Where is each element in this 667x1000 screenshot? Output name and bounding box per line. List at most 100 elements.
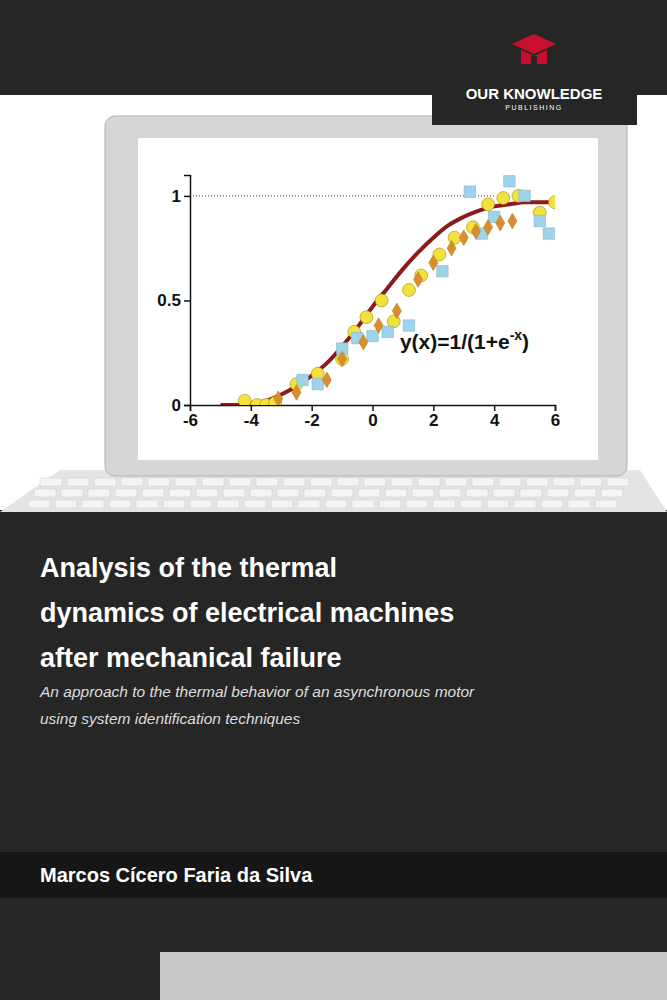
key: [67, 478, 89, 486]
point-diamond: [274, 391, 283, 405]
tick-label: 0: [368, 411, 377, 430]
key: [358, 489, 380, 497]
point-square: [464, 186, 475, 197]
tick-label: -6: [183, 411, 198, 430]
logo-cap: [512, 34, 556, 70]
key: [136, 500, 158, 508]
key: [217, 500, 239, 508]
point-diamond: [359, 334, 368, 350]
point-square: [367, 330, 378, 341]
curve: [220, 202, 555, 405]
point-square: [519, 190, 530, 201]
key: [406, 500, 428, 508]
point-circle: [360, 311, 373, 324]
key: [163, 500, 185, 508]
key: [40, 478, 62, 486]
key: [352, 500, 374, 508]
key: [271, 500, 293, 508]
key: [190, 500, 212, 508]
tick-label: 1: [172, 187, 181, 206]
key: [412, 489, 434, 497]
tick: 0: [172, 396, 190, 415]
key: [514, 500, 536, 508]
key: [229, 478, 251, 486]
author: Marcos Cícero Faria da Silva: [40, 864, 313, 886]
title-line: Analysis of the thermal: [40, 553, 337, 583]
tick-label: 6: [551, 411, 560, 430]
point-square: [543, 228, 554, 239]
point-diamond: [471, 224, 480, 240]
key: [283, 478, 305, 486]
key: [304, 489, 326, 497]
point-circle: [403, 284, 416, 297]
key: [82, 500, 104, 508]
key: [607, 478, 629, 486]
point-diamond: [338, 351, 347, 367]
key: [109, 500, 131, 508]
bottom-bar: [160, 952, 667, 1000]
key: [223, 489, 245, 497]
key: [325, 500, 347, 508]
publisher-tagline: PUBLISHING: [505, 104, 562, 111]
title-line: dynamics of electrical machines: [40, 598, 454, 628]
author-band: [0, 852, 667, 898]
key: [595, 500, 617, 508]
point-circle: [375, 294, 388, 307]
y-axis: 00.51: [157, 176, 190, 415]
key: [196, 489, 218, 497]
logo-box: [432, 0, 637, 125]
point-circle: [497, 192, 510, 205]
tick-mark: [184, 196, 190, 198]
key: [364, 478, 386, 486]
point-circle: [549, 196, 555, 209]
reference-line: [190, 195, 494, 196]
key: [520, 489, 542, 497]
key: [439, 489, 461, 497]
point-square: [504, 176, 515, 187]
publisher-name: OUR KNOWLEDGE: [466, 85, 603, 102]
key: [277, 489, 299, 497]
cap-book: [531, 56, 537, 70]
key: [28, 500, 50, 508]
tick-label: -4: [244, 411, 260, 430]
point-diamond: [447, 240, 456, 256]
title-line: after mechanical failure: [40, 643, 342, 673]
key: [202, 478, 224, 486]
tick-label: 0.5: [157, 291, 181, 310]
tick: 6: [551, 405, 560, 430]
tick-label: 0: [172, 396, 181, 415]
point-diamond: [429, 255, 438, 271]
key: [493, 489, 515, 497]
key: [61, 489, 83, 497]
key: [499, 478, 521, 486]
key: [391, 478, 413, 486]
point-square: [534, 215, 545, 226]
key: [148, 478, 170, 486]
background: [0, 0, 667, 1000]
key: [337, 478, 359, 486]
point-diamond: [392, 303, 401, 319]
tick: 2: [429, 405, 438, 430]
key: [601, 489, 623, 497]
key: [574, 489, 596, 497]
image-area: [0, 95, 667, 510]
key: [298, 500, 320, 508]
key: [175, 478, 197, 486]
cap-top: [512, 34, 556, 54]
cover: -6-4-2024600.51y(x)=1/(1+e-x)OUR KNOWLED…: [0, 0, 667, 1000]
keys: [28, 478, 629, 508]
key: [472, 478, 494, 486]
x-axis: -6 -4 -2 0 2 4 6: [183, 405, 560, 430]
point-diamond: [484, 219, 493, 235]
laptop-screen: [138, 138, 598, 460]
tick: -6: [183, 405, 198, 430]
tick-mark: [184, 300, 190, 302]
key: [94, 478, 116, 486]
key: [526, 478, 548, 486]
tick-label: 4: [490, 411, 500, 430]
tick: 0: [368, 405, 377, 430]
point-diamond: [508, 213, 517, 229]
axis-line: [184, 176, 191, 406]
tick-label: -2: [305, 411, 320, 430]
key: [310, 478, 332, 486]
